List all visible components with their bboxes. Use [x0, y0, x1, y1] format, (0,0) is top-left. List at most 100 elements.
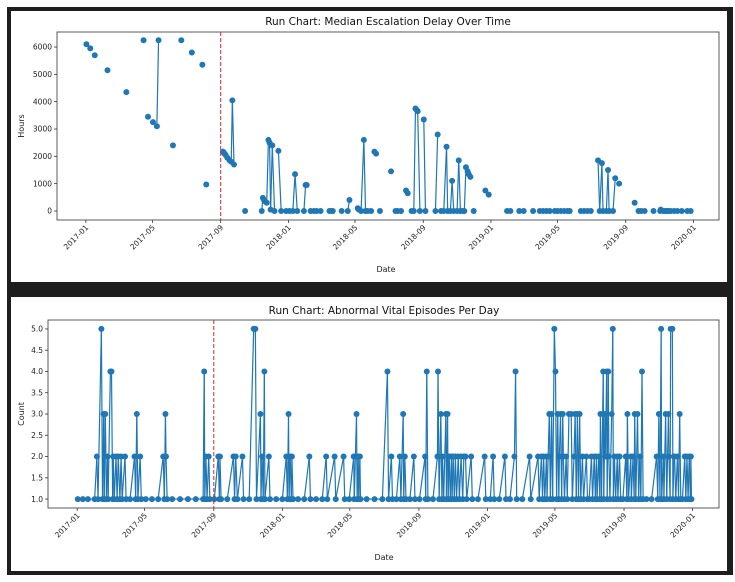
- data-point: [357, 496, 364, 503]
- data-point: [266, 496, 273, 503]
- top-panel: [11, 11, 727, 282]
- y-tick-label: 2.0: [31, 452, 43, 461]
- data-point: [231, 161, 238, 168]
- data-point: [206, 496, 213, 503]
- series-line-segment: [553, 328, 557, 372]
- series-line-segment: [445, 146, 449, 211]
- data-point: [474, 496, 481, 503]
- data-point: [344, 207, 351, 214]
- data-point: [665, 411, 672, 417]
- data-point: [546, 207, 553, 214]
- data-point: [169, 496, 176, 503]
- data-point: [688, 496, 695, 503]
- data-point: [87, 45, 94, 52]
- series-line-segment: [248, 328, 255, 500]
- data-point: [641, 207, 648, 214]
- data-point: [127, 496, 134, 503]
- data-point: [149, 119, 156, 126]
- series-line-segment: [504, 456, 507, 500]
- series-line-segment: [387, 456, 392, 500]
- data-point: [346, 197, 353, 204]
- data-point: [605, 166, 612, 173]
- series-line-segment: [437, 371, 440, 500]
- series-line-segment: [463, 167, 467, 212]
- data-point: [437, 411, 444, 417]
- series-line-segment: [139, 456, 142, 500]
- y-tick-label: 5.0: [31, 325, 43, 334]
- series-line-segment: [348, 456, 355, 500]
- data-point: [410, 453, 417, 460]
- data-point: [432, 207, 439, 214]
- series-line-segment: [325, 456, 328, 500]
- series-line-segment: [404, 456, 407, 500]
- data-point: [449, 177, 456, 184]
- data-point: [507, 207, 514, 214]
- series-line-segment: [236, 456, 244, 500]
- series-line-segment: [413, 456, 416, 500]
- data-point: [203, 181, 210, 188]
- series-line-segment: [418, 456, 426, 500]
- data-point: [360, 136, 367, 143]
- series-line-segment: [585, 456, 589, 500]
- data-point: [444, 411, 451, 417]
- data-point: [261, 496, 268, 503]
- data-point: [396, 453, 403, 460]
- series-line-segment: [477, 456, 486, 500]
- series-line-segment: [360, 139, 365, 212]
- series-line-segment: [335, 456, 345, 500]
- series-line-segment: [321, 456, 327, 500]
- data-point: [674, 453, 681, 460]
- data-point: [563, 453, 570, 460]
- data-point: [631, 199, 638, 206]
- data-point: [612, 175, 619, 182]
- data-point: [275, 147, 282, 154]
- series-line-segment: [558, 456, 560, 500]
- data-point: [142, 496, 149, 503]
- series-line-segment: [466, 456, 472, 500]
- data-point: [379, 496, 386, 503]
- data-point: [406, 496, 413, 503]
- plot-area: [56, 31, 720, 221]
- data-point: [300, 207, 307, 214]
- data-point: [595, 453, 602, 460]
- data-point: [199, 61, 206, 68]
- series-line-segment: [417, 111, 421, 211]
- series-line-segment: [612, 178, 616, 212]
- data-point: [301, 496, 308, 503]
- data-point: [201, 368, 208, 375]
- data-point: [545, 453, 552, 460]
- data-point: [467, 173, 474, 180]
- series-line-segment: [97, 328, 102, 500]
- chart-title: Run Chart: Abnormal Vital Episodes Per D…: [269, 305, 500, 317]
- data-point: [470, 207, 477, 214]
- series-line-segment: [241, 456, 245, 500]
- data-point: [676, 411, 683, 417]
- data-point: [319, 496, 326, 503]
- series-line-segment: [458, 160, 462, 212]
- data-point: [520, 207, 527, 214]
- data-point: [295, 496, 302, 503]
- data-point: [424, 496, 431, 503]
- data-point: [224, 496, 231, 503]
- data-point: [329, 207, 336, 214]
- data-point: [678, 207, 685, 214]
- data-point: [597, 411, 604, 417]
- data-point: [229, 97, 236, 104]
- series-line-segment: [618, 456, 622, 500]
- data-point: [131, 453, 138, 460]
- x-axis-label: Date: [376, 265, 395, 274]
- data-point: [169, 142, 176, 149]
- series-line-segment: [529, 456, 532, 500]
- data-point: [411, 496, 418, 503]
- data-point: [257, 411, 264, 417]
- data-point: [527, 496, 534, 503]
- data-point: [463, 496, 470, 503]
- data-point: [79, 496, 86, 503]
- series-line-segment: [413, 108, 417, 211]
- data-point: [145, 113, 152, 120]
- data-point: [462, 453, 469, 460]
- data-point: [240, 496, 247, 503]
- data-point: [605, 453, 612, 460]
- series-line-segment: [492, 456, 495, 500]
- data-point: [289, 207, 296, 214]
